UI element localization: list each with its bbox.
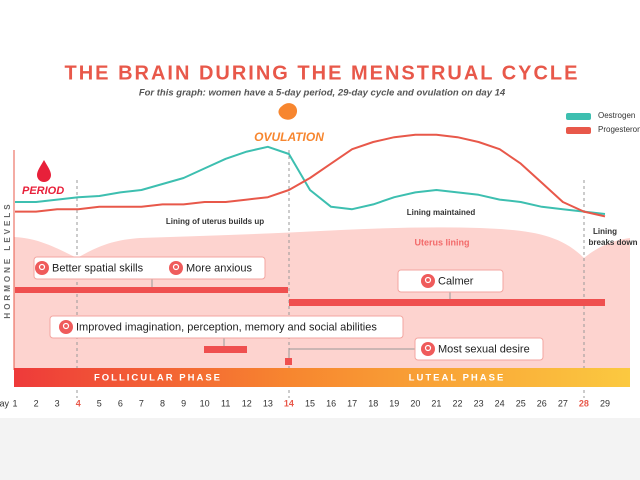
x-tick-label: 17 [347,398,357,408]
connector [288,348,415,358]
callout-icon [421,342,435,356]
phase-label: FOLLICULAR PHASE [94,373,222,384]
callout-icon [421,274,435,288]
connectors [151,279,451,358]
callout-icon-dot [424,344,432,352]
lining-label: Lining of uterus builds up [166,217,264,226]
hormone-line [15,133,606,218]
subtitle: For this graph: women have a 5-day perio… [139,88,506,99]
ovulation-egg [278,103,298,120]
x-tick-label: 13 [263,398,273,408]
legend-swatch [566,113,591,120]
x-tick-label: 25 [516,398,526,408]
x-tick-label: 28 [579,398,589,408]
x-tick-label: 18 [368,398,378,408]
callout-text: Most sexual desire [438,343,530,355]
x-tick-label: 7 [139,398,144,408]
lining-label: Lining maintained [407,208,476,217]
x-tick-label: 9 [181,398,186,408]
x-tick-label: 5 [97,398,102,408]
effect-bar [289,299,605,306]
callout-text: More anxious [186,262,253,274]
x-tick-label: 1 [12,398,17,408]
title: THE BRAIN DURING THE MENSTRUAL CYCLE [65,62,580,84]
callout-icon-dot [424,276,432,284]
ovulation-label: OVULATION [254,130,324,144]
callout-text: Improved imagination, perception, memory… [76,321,377,333]
callouts: Better spatial skills More anxious Calmer I… [33,256,544,361]
callout-icon [169,261,183,275]
callout-icon [59,320,73,334]
effect-bar [285,358,292,365]
x-tick-label: 19 [389,398,399,408]
callout-box [49,315,404,339]
x-tick-label: 15 [305,398,315,408]
lining-label: Lining [593,227,617,236]
phase-label: LUTEAL PHASE [409,373,506,384]
x-tick-label: 29 [600,398,610,408]
y-axis-label: HORMONE LEVELS [3,201,12,318]
period-drop [37,160,51,182]
lining-label: breaks down [589,238,638,247]
x-tick-label: 24 [495,398,505,408]
callout-text: Calmer [438,275,474,287]
footer-area [0,418,640,480]
x-tick-label: 26 [537,398,547,408]
x-tick-label: 3 [55,398,60,408]
uterus-lining-label: Uterus lining [414,237,469,247]
callout-text: Better spatial skills [52,262,144,274]
legend-swatch [566,127,591,134]
follicular-phase-bar [14,368,289,387]
x-tick-label: 2 [34,398,39,408]
callout-icon [35,261,49,275]
x-tick-label: 27 [558,398,568,408]
x-tick-label: 11 [221,398,230,408]
effect-bar [15,287,288,293]
x-tick-label: 12 [242,398,252,408]
callout-box [414,337,544,361]
legend-label: Progesterone [598,125,640,134]
x-tick-label: 4 [76,398,81,408]
x-tick-label: 21 [431,398,441,408]
effect-bar [204,346,247,353]
period-label: PERIOD [22,185,64,197]
x-tick-label: 16 [326,398,336,408]
callout-icon-dot [38,263,46,271]
x-tick-label: 10 [200,398,210,408]
x-tick-label: 20 [410,398,420,408]
callout-icon-dot [62,322,70,330]
callout-box [33,256,266,280]
x-axis-label: Day [0,398,9,408]
x-tick-label: 14 [284,398,294,408]
x-tick-label: 8 [160,398,165,408]
x-tick-label: 22 [452,398,462,408]
x-tick-label: 23 [474,398,484,408]
hormone-line [15,145,606,215]
x-tick-label: 6 [118,398,123,408]
callout-icon-dot [172,263,180,271]
legend-label: Oestrogen [598,111,635,120]
luteal-phase-bar [289,368,630,387]
